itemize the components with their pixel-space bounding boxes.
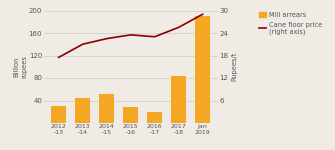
Legend: Mill arrears, Cane floor price
(right axis): Mill arrears, Cane floor price (right ax…	[259, 12, 322, 35]
Y-axis label: Billion
rupees: Billion rupees	[14, 55, 27, 78]
Bar	[99, 94, 114, 123]
Y-axis label: Rupees/t: Rupees/t	[231, 52, 237, 81]
Bar	[124, 107, 138, 123]
Bar	[147, 112, 162, 123]
Bar	[52, 106, 66, 123]
Bar	[195, 16, 210, 123]
Bar	[75, 98, 90, 123]
Bar	[172, 76, 186, 123]
